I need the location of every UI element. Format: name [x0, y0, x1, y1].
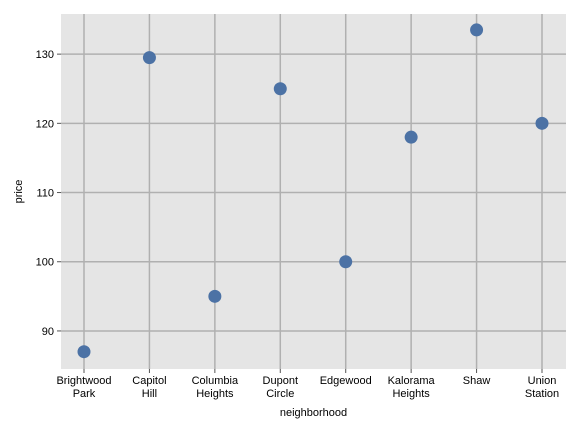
- data-point: [470, 23, 484, 37]
- data-points: [77, 23, 549, 359]
- data-point: [273, 82, 287, 96]
- y-axis-ticks: 90 100 110 120 130: [36, 49, 61, 338]
- x-axis-label: neighborhood: [280, 407, 347, 419]
- y-tick-label: 130: [36, 49, 54, 61]
- data-point: [142, 51, 156, 65]
- y-axis-label: price: [13, 180, 25, 204]
- plot-area: [61, 14, 566, 369]
- x-tick-label: Edgewood: [320, 375, 372, 387]
- y-tick-label: 120: [36, 118, 54, 130]
- data-point: [77, 345, 91, 359]
- y-tick-label: 100: [36, 257, 54, 269]
- x-tick-label: Kalorama Heights: [388, 375, 436, 400]
- x-tick-label: Columbia Heights: [192, 375, 239, 400]
- grid-lines: [61, 14, 566, 369]
- x-tick-label: Shaw: [463, 375, 491, 387]
- data-point: [339, 255, 353, 269]
- data-point: [404, 130, 418, 144]
- x-tick-label: Dupont Circle: [263, 375, 298, 400]
- y-tick-label: 90: [42, 326, 54, 338]
- x-tick-label: Brightwood Park: [56, 375, 111, 400]
- data-point: [208, 289, 222, 303]
- x-tick-label: Capitol Hill: [132, 375, 166, 400]
- x-axis-ticks: Brightwood Park Capitol Hill Columbia Heights…: [56, 369, 559, 400]
- data-point: [535, 116, 549, 130]
- y-tick-label: 110: [36, 188, 54, 200]
- x-tick-label: Union Station: [525, 375, 559, 400]
